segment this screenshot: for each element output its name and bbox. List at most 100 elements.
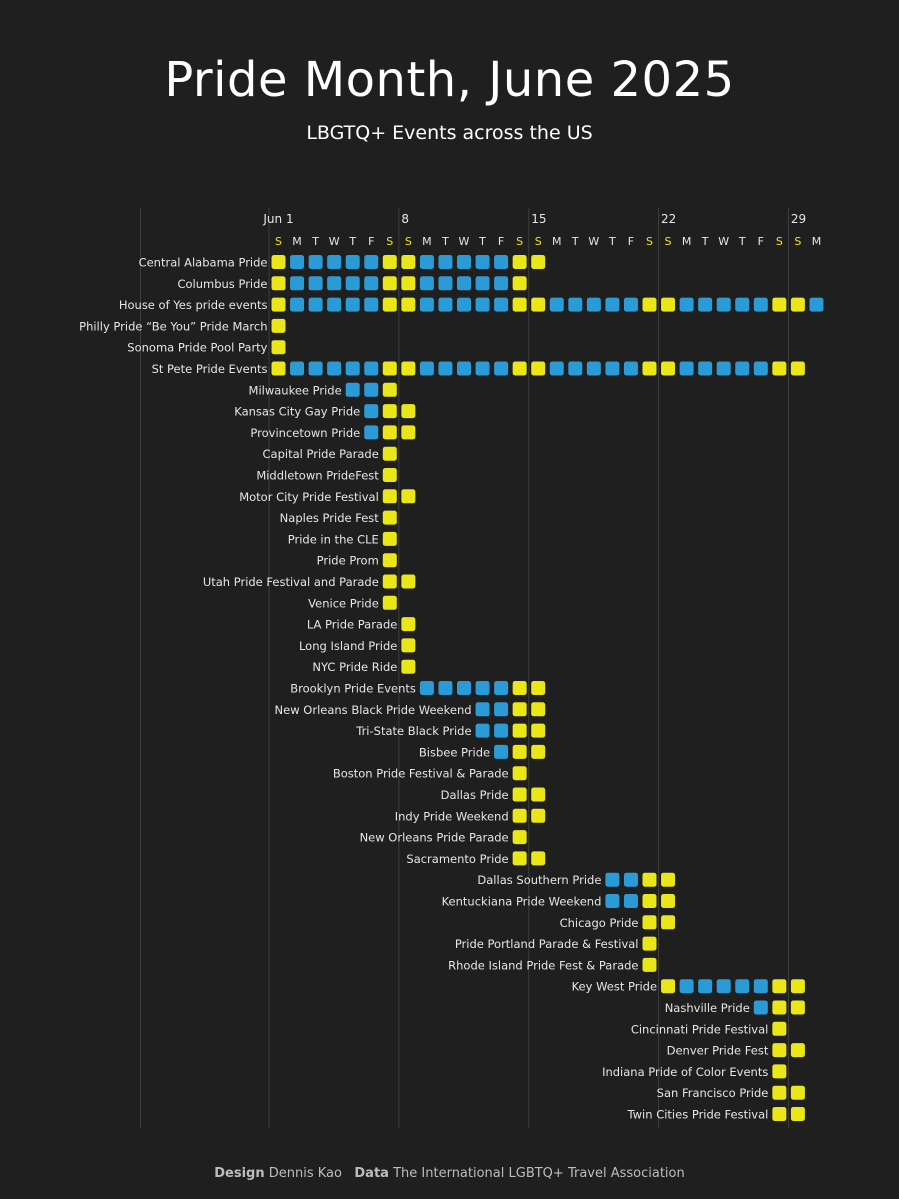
- event-day-cell: [512, 681, 527, 695]
- event-label: Capital Pride Parade: [263, 447, 379, 461]
- event-label: Pride in the CLE: [288, 532, 379, 546]
- event-day-cell: [364, 404, 379, 419]
- event-rows: Central Alabama Pride Columbus Pride House…: [79, 255, 824, 1122]
- event-label: Naples Pride Fest: [280, 511, 380, 525]
- event-day-cell: [549, 361, 564, 376]
- event-day-cell: [401, 574, 416, 589]
- event-day-cell: [475, 361, 490, 376]
- event-day-cell: [790, 297, 805, 312]
- date-header: Jun 1 8 15 22 29S M T W T F S S M T W T F S S M T W T F S S M T W T F S…: [262, 212, 821, 248]
- event-day-cell: [809, 297, 824, 312]
- event-row: Central Alabama Pride: [139, 255, 546, 270]
- week-label: 15: [531, 212, 546, 226]
- event-row: Brooklyn Pride Events: [290, 681, 546, 696]
- event-day-cell: [790, 1107, 805, 1121]
- event-label: Chicago Pride: [560, 916, 639, 930]
- credits-footer: Design Dennis Kao Data The International…: [0, 1166, 899, 1181]
- event-day-cell: [327, 361, 342, 376]
- event-day-cell: [401, 297, 416, 312]
- event-day-cell: [364, 276, 379, 291]
- event-day-cell: [512, 851, 527, 866]
- event-row: Columbus Pride: [177, 276, 527, 291]
- event-day-cell: [475, 255, 490, 269]
- event-row: Kansas City Gay Pride: [234, 404, 416, 419]
- event-day-cell: [401, 659, 416, 674]
- event-label: Pride Portland Parade & Festival: [455, 937, 639, 951]
- event-day-cell: [531, 702, 546, 717]
- event-day-cell: [549, 297, 564, 312]
- event-day-cell: [735, 361, 750, 376]
- event-day-cell: [531, 851, 546, 866]
- event-row: Boston Pride Festival & Parade: [333, 766, 527, 781]
- event-label: Sonoma Pride Pool Party: [127, 341, 267, 355]
- day-letter: T: [478, 235, 486, 248]
- event-day-cell: [512, 787, 527, 802]
- event-day-cell: [308, 297, 323, 312]
- event-row: Middletown PrideFest: [256, 468, 397, 483]
- event-day-cell: [512, 723, 527, 738]
- week-label: 29: [791, 212, 806, 226]
- day-letter: T: [311, 235, 319, 248]
- event-day-cell: [401, 361, 416, 376]
- event-day-cell: [308, 276, 323, 291]
- event-day-cell: [790, 1085, 805, 1100]
- event-day-cell: [772, 1000, 787, 1015]
- event-row: Provincetown Pride: [250, 425, 416, 440]
- data-source: The International LGBTQ+ Travel Associat…: [393, 1166, 685, 1181]
- event-label: Dallas Southern Pride: [477, 873, 601, 887]
- event-day-cell: [623, 894, 638, 908]
- day-letter: F: [758, 235, 764, 248]
- event-row: Chicago Pride: [560, 915, 676, 930]
- event-day-cell: [382, 574, 397, 589]
- event-day-cell: [401, 617, 416, 632]
- day-letter: S: [776, 235, 783, 248]
- event-day-cell: [642, 872, 657, 887]
- event-label: Twin Cities Pride Festival: [627, 1108, 769, 1122]
- event-day-cell: [494, 723, 509, 738]
- event-day-cell: [419, 681, 434, 695]
- event-row: Sonoma Pride Pool Party: [127, 340, 286, 355]
- event-day-cell: [512, 702, 527, 717]
- event-day-cell: [586, 361, 601, 376]
- event-day-cell: [345, 297, 360, 312]
- event-day-cell: [419, 276, 434, 291]
- event-day-cell: [661, 872, 676, 887]
- event-row: NYC Pride Ride: [312, 659, 416, 674]
- event-day-cell: [753, 297, 768, 312]
- event-row: Indy Pride Weekend: [395, 808, 546, 823]
- event-day-cell: [382, 382, 397, 397]
- event-day-cell: [735, 979, 750, 994]
- event-day-cell: [327, 297, 342, 312]
- event-label: Key West Pride: [572, 980, 657, 994]
- event-label: Motor City Pride Festival: [239, 490, 379, 504]
- event-day-cell: [642, 936, 657, 951]
- event-label: Milwaukee Pride: [249, 383, 342, 397]
- event-day-cell: [661, 979, 676, 994]
- event-row: Long Island Pride: [299, 638, 416, 653]
- event-row: Motor City Pride Festival: [239, 489, 416, 504]
- event-day-cell: [382, 531, 397, 546]
- event-day-cell: [382, 297, 397, 312]
- event-row: Rhode Island Pride Fest & Parade: [448, 957, 657, 972]
- event-day-cell: [401, 255, 416, 269]
- event-day-cell: [679, 361, 694, 376]
- event-day-cell: [772, 1064, 787, 1079]
- week-label: 22: [661, 212, 676, 226]
- event-row: Sacramento Pride: [406, 851, 546, 866]
- event-day-cell: [382, 255, 397, 269]
- event-day-cell: [568, 361, 583, 376]
- chart-subtitle: LBGTQ+ Events across the US: [306, 122, 593, 144]
- event-day-cell: [531, 297, 546, 312]
- day-letter: T: [608, 235, 616, 248]
- event-label: Pride Prom: [317, 554, 379, 568]
- event-row: Kentuckiana Pride Weekend: [442, 894, 676, 909]
- event-row: Denver Pride Fest: [667, 1043, 805, 1058]
- event-day-cell: [735, 297, 750, 312]
- event-day-cell: [401, 489, 416, 504]
- event-day-cell: [457, 681, 471, 695]
- event-day-cell: [790, 361, 805, 376]
- event-day-cell: [345, 255, 360, 269]
- event-row: Key West Pride: [572, 979, 805, 994]
- event-day-cell: [772, 297, 787, 312]
